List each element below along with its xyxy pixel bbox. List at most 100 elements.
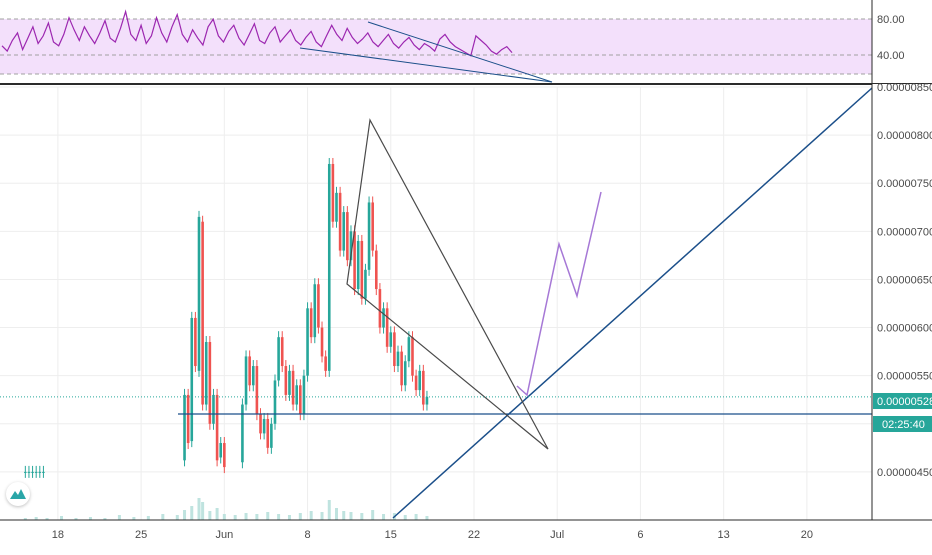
- candle-body: [255, 366, 259, 415]
- candle-body: [266, 418, 270, 448]
- candle-body: [215, 394, 219, 461]
- volume-bar: [371, 510, 375, 520]
- volume-bar: [342, 511, 346, 520]
- candle-body: [201, 221, 204, 405]
- rsi-tick-80: 80.00: [877, 14, 905, 26]
- candle-body: [194, 317, 197, 367]
- candle-body: [389, 332, 393, 347]
- rising-trendline: [392, 87, 873, 519]
- candles: [24, 157, 429, 478]
- price-grid: [0, 86, 872, 520]
- x-tick-labels: 18 25 Jun 8 15 22 Jul 6 13 20: [52, 529, 813, 541]
- volume-bar: [233, 515, 237, 520]
- last-price-label: 0.00000528: [877, 396, 932, 408]
- candle-body: [353, 231, 356, 290]
- volume-bar: [45, 518, 49, 520]
- x-tick-label: 25: [135, 529, 147, 541]
- volume-bar: [197, 498, 201, 520]
- volume-bar: [287, 515, 291, 520]
- candle-body: [356, 240, 360, 290]
- tradingview-logo-icon[interactable]: [6, 482, 30, 506]
- y-tick-labels: 0.00000850 0.00000800 0.00000750 0.00000700…: [877, 82, 932, 479]
- triangle-pattern: [346, 118, 549, 450]
- candle-body: [204, 341, 208, 405]
- volume-bar: [190, 506, 194, 520]
- candle-body: [244, 356, 248, 405]
- volume-bar: [183, 510, 187, 520]
- volume-bar: [298, 513, 302, 520]
- candle-body: [414, 375, 418, 391]
- candle-body: [400, 351, 403, 386]
- rsi-band: [0, 19, 872, 74]
- candle-body: [331, 163, 335, 222]
- y-tick-label: 0.00000850: [877, 82, 932, 94]
- x-tick-label: 15: [385, 529, 397, 541]
- candle-body: [396, 351, 400, 367]
- candle-body: [241, 404, 244, 463]
- candle-body: [346, 212, 349, 261]
- volume-bar: [132, 517, 136, 520]
- candle-body: [27, 471, 31, 473]
- candle-body: [273, 380, 277, 424]
- volume-bar: [327, 500, 331, 520]
- logo-mark-icon: [10, 489, 26, 499]
- candle-body: [299, 385, 302, 415]
- volume-bar: [334, 508, 338, 520]
- candle-body: [313, 284, 317, 338]
- candle-body: [349, 231, 353, 261]
- rsi-line: [1, 9, 513, 57]
- candle-body: [259, 414, 262, 434]
- candle-body: [186, 394, 190, 444]
- candle-body: [418, 370, 422, 391]
- candle-body: [378, 289, 382, 328]
- candle-body: [223, 443, 226, 468]
- volume-bar: [222, 514, 226, 520]
- candle-body: [291, 370, 295, 405]
- x-tick-label: 18: [52, 529, 64, 541]
- candle-body: [411, 337, 414, 376]
- volume-bar: [360, 513, 364, 520]
- volume-bar: [103, 518, 107, 520]
- x-tick-label: 6: [637, 529, 643, 541]
- candle-body: [306, 308, 309, 376]
- volume-bar: [425, 516, 429, 520]
- countdown-label: 02:25:40: [882, 419, 925, 431]
- rsi-trendline-lower: [299, 47, 553, 83]
- candle-body: [393, 332, 396, 367]
- volume-bar: [34, 517, 38, 520]
- y-tick-label: 0.00000750: [877, 178, 932, 190]
- y-tick-label: 0.00000650: [877, 274, 932, 286]
- candle-body: [219, 443, 223, 458]
- y-tick-label: 0.00000550: [877, 371, 932, 383]
- volume-bar: [414, 514, 418, 520]
- volume-bar: [88, 517, 92, 520]
- candle-body: [342, 212, 346, 251]
- candle-body: [425, 396, 429, 405]
- time-x-axis[interactable]: 18 25 Jun 8 15 22 Jul 6 13 20: [0, 519, 932, 541]
- candle-body: [42, 471, 45, 473]
- candle-body: [309, 308, 313, 338]
- candle-body: [403, 361, 407, 386]
- candle-body: [317, 284, 320, 328]
- candle-body: [327, 163, 331, 371]
- candle-body: [335, 192, 338, 222]
- candle-body: [295, 385, 298, 405]
- candle-body: [371, 202, 374, 251]
- candle-body: [374, 250, 378, 290]
- price-pane[interactable]: [0, 86, 873, 520]
- volume-bar: [244, 513, 248, 520]
- y-tick-label: 0.00000600: [877, 323, 932, 335]
- candle-body: [367, 202, 371, 270]
- volume-bar: [255, 514, 259, 520]
- volume-bar: [60, 516, 64, 520]
- candle-body: [360, 240, 364, 299]
- candle-body: [34, 471, 38, 473]
- candle-body: [277, 337, 280, 381]
- volume-bar: [266, 512, 270, 520]
- price-y-axis[interactable]: 0.00000850 0.00000800 0.00000750 0.00000700…: [871, 0, 932, 520]
- volume-bar: [74, 518, 78, 520]
- candle-body: [197, 216, 201, 371]
- candle-body: [262, 418, 266, 434]
